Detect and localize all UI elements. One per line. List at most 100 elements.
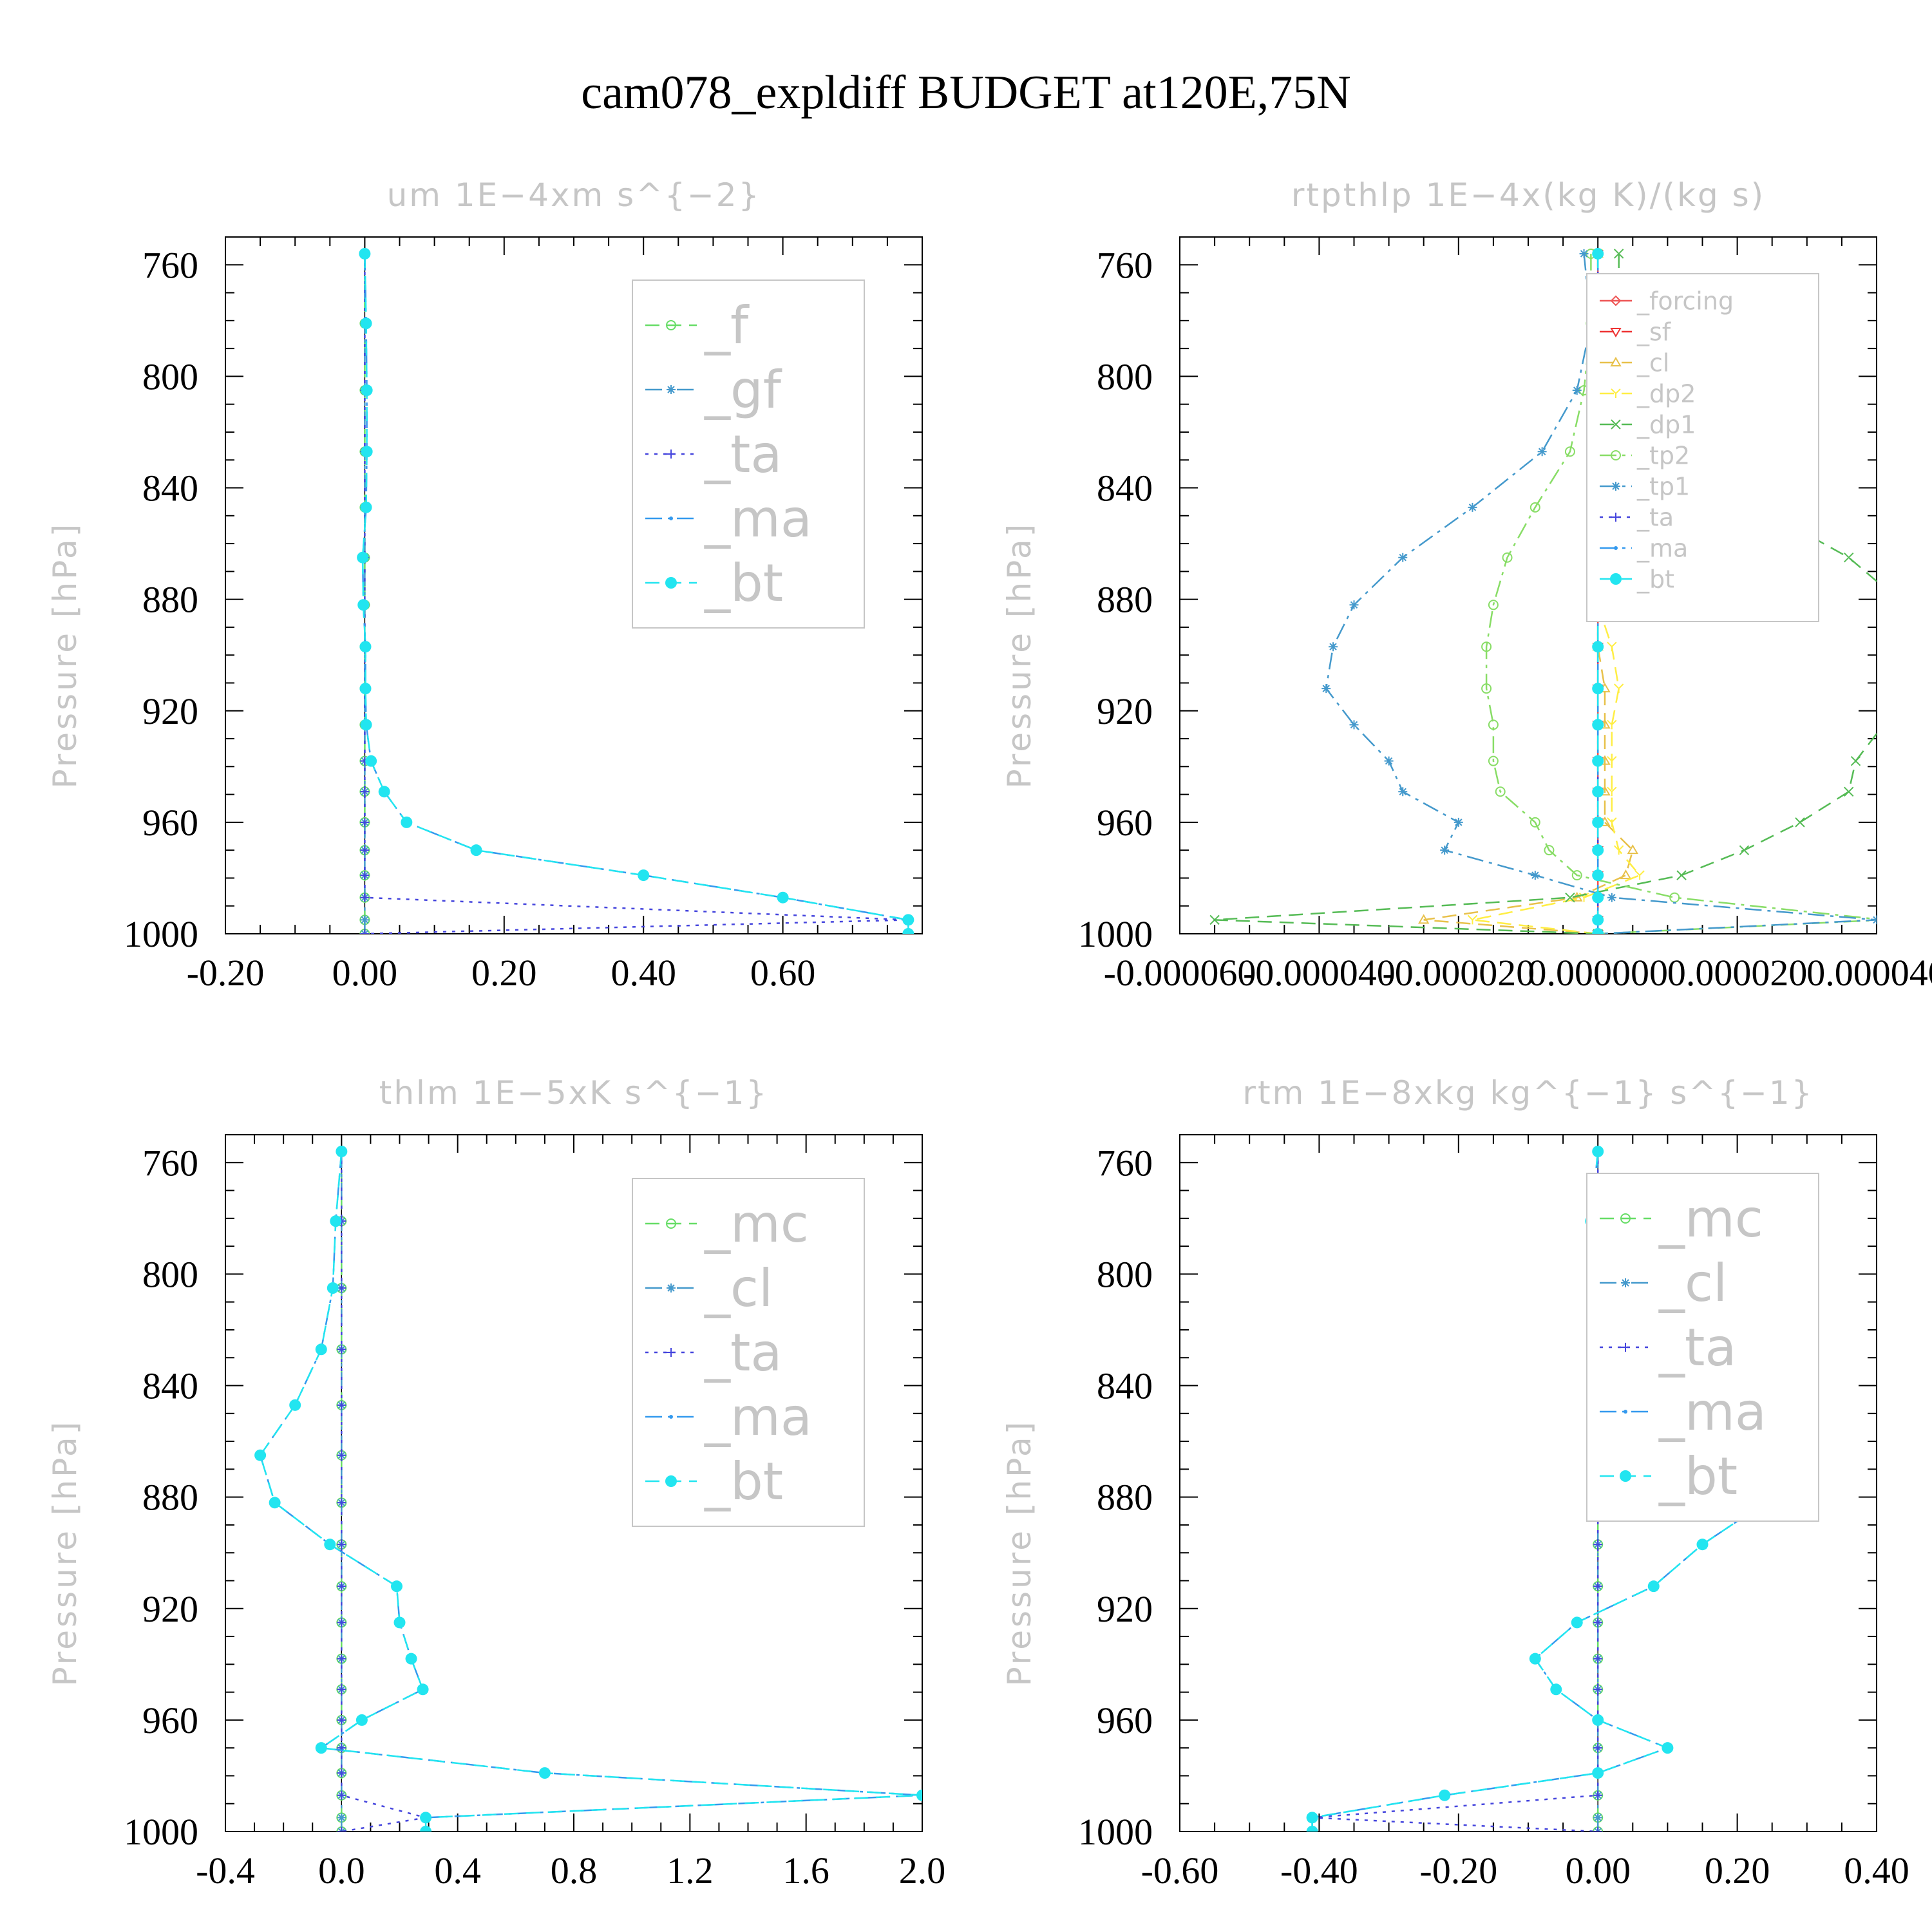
data-point [337, 1582, 346, 1591]
y-tick-label: 880 [1097, 579, 1153, 621]
data-point [1502, 552, 1513, 563]
series-bt [254, 1145, 922, 1832]
x-tick-label: -0.4 [196, 1850, 255, 1891]
x-tick-label: 0.00 [1565, 1850, 1631, 1891]
data-point [1488, 719, 1499, 730]
y-tick-label: 760 [1097, 1142, 1153, 1184]
data-point [1454, 817, 1463, 827]
data-point [1530, 871, 1540, 880]
legend-marker [1621, 1343, 1630, 1352]
data-point [361, 384, 373, 397]
x-tick-label: -0.000020 [1382, 952, 1535, 994]
y-tick-label: 800 [1097, 1253, 1153, 1295]
data-point [1914, 642, 1923, 651]
legend-label: _ta [704, 424, 782, 484]
data-point [1592, 683, 1604, 695]
data-point [337, 1400, 346, 1410]
data-point [360, 846, 370, 855]
data-point [1607, 786, 1617, 797]
y-tick-label: 800 [1097, 355, 1153, 397]
legend-label: _gf [704, 360, 782, 420]
legend-marker [669, 1415, 673, 1419]
data-point [1607, 817, 1617, 827]
legend-marker [1611, 482, 1620, 491]
legend-marker [666, 320, 676, 330]
data-point [1530, 502, 1540, 513]
data-point [1550, 1683, 1562, 1696]
y-tick-label: 760 [142, 1142, 198, 1184]
legend-marker [667, 1283, 676, 1293]
panel-title: thlm 1E−5xK s^{−1} [379, 1074, 768, 1112]
panel-title: um 1E−4xm s^{−2} [387, 176, 761, 214]
data-point [1613, 683, 1624, 694]
data-point [361, 446, 373, 458]
data-point [1676, 870, 1687, 880]
data-point [1593, 1813, 1603, 1823]
legend-label: _bt [704, 553, 783, 613]
x-tick-label: -0.20 [1419, 1850, 1497, 1891]
x-tick-label: 0.20 [1705, 1850, 1770, 1891]
legend-label: _f [704, 296, 750, 355]
data-point [360, 893, 370, 902]
series-line [361, 253, 909, 934]
data-point [401, 816, 413, 828]
series-line [1312, 1151, 1599, 1832]
data-point [289, 1399, 301, 1411]
panel-title: rtpthlp 1E−4x(kg K)/(kg s) [1291, 176, 1765, 214]
x-tick-label: 0.4 [434, 1850, 481, 1891]
series-cl [337, 1146, 346, 1832]
data-point [337, 1768, 346, 1778]
data-point [337, 1715, 346, 1725]
y-tick-label: 880 [142, 1477, 198, 1519]
data-point [360, 817, 370, 827]
legend-marker [665, 1475, 677, 1487]
data-point [1398, 553, 1408, 562]
data-point [1662, 1742, 1674, 1754]
legend-marker [669, 516, 673, 520]
data-point [902, 914, 914, 926]
data-point [1696, 1539, 1709, 1551]
data-point [360, 501, 372, 513]
data-point [1879, 915, 1888, 924]
data-point [1592, 247, 1604, 260]
legend-marker [1611, 450, 1621, 460]
y-tick-label: 920 [1097, 690, 1153, 732]
data-point [357, 599, 370, 611]
data-point [1593, 1685, 1603, 1694]
series-gf [360, 249, 370, 934]
x-tick-label: 1.6 [782, 1850, 829, 1891]
data-point [1481, 683, 1492, 694]
legend-label: _cl [704, 1258, 773, 1318]
data-point [1592, 719, 1604, 731]
y-tick-label: 760 [142, 244, 198, 286]
data-point [1467, 914, 1478, 925]
legend-marker [1611, 513, 1620, 522]
y-tick-label: 880 [1097, 1477, 1153, 1519]
figure-title: cam078_expldiff BUDGET at120E,75N [581, 66, 1350, 119]
data-point [1564, 446, 1575, 457]
x-tick-label: 1.2 [667, 1850, 714, 1891]
data-point [1488, 755, 1499, 766]
legend-marker [666, 1218, 676, 1229]
data-point [1900, 600, 1909, 609]
data-point [337, 1827, 346, 1832]
data-point [393, 1616, 406, 1629]
data-point [916, 1789, 922, 1801]
data-point [1593, 1540, 1603, 1549]
data-point [1398, 787, 1408, 797]
legend-marker [1611, 419, 1621, 430]
legend-label: _cl [1636, 348, 1669, 377]
data-point [1592, 1714, 1604, 1726]
data-point [337, 1540, 346, 1549]
legend-marker [1614, 546, 1618, 550]
data-point [360, 787, 370, 797]
y-tick-label: 760 [1097, 244, 1153, 286]
series-ta [337, 1146, 431, 1832]
data-point [390, 1580, 402, 1593]
data-point [1872, 915, 1877, 925]
legend-label: _tp1 [1636, 472, 1690, 500]
data-point [902, 928, 914, 934]
legend-label: _sf [1636, 317, 1672, 346]
y-axis-label: Pressure [hPa] [1001, 1419, 1038, 1687]
data-point [360, 929, 370, 934]
